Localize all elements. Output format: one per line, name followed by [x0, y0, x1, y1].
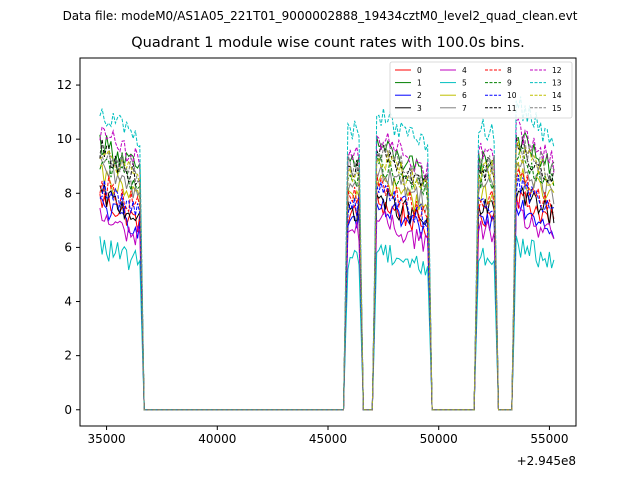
series-line-13	[100, 97, 554, 410]
series-line-10	[100, 175, 554, 410]
legend-label-13: 13	[552, 79, 562, 88]
x-tick-label: 40000	[198, 432, 236, 446]
y-tick-label: 2	[64, 349, 72, 363]
legend-label-14: 14	[552, 91, 562, 100]
legend-label-7: 7	[462, 104, 467, 113]
legend-label-15: 15	[552, 104, 562, 113]
y-tick-label: 8	[64, 186, 72, 200]
legend-label-12: 12	[552, 66, 562, 75]
legend-label-1: 1	[417, 79, 422, 88]
legend-label-2: 2	[417, 91, 422, 100]
legend-label-10: 10	[507, 91, 517, 100]
legend-label-5: 5	[462, 79, 467, 88]
legend-label-6: 6	[462, 91, 467, 100]
chart-canvas: 35000 40000 45000 50000 55000+2.945e80246810…	[0, 0, 640, 480]
y-tick-label: 4	[64, 295, 72, 309]
legend-label-0: 0	[417, 66, 422, 75]
x-tick-label: 55000	[530, 432, 568, 446]
series-line-3	[100, 184, 554, 410]
series-line-15	[100, 140, 554, 410]
series-line-6	[100, 162, 554, 410]
series-line-14	[100, 141, 554, 410]
y-tick-label: 6	[64, 240, 72, 254]
plot-area	[100, 97, 554, 410]
y-tick-label: 12	[57, 78, 72, 92]
legend-label-11: 11	[507, 104, 517, 113]
series-line-2	[100, 198, 554, 410]
x-tick-label: 45000	[309, 432, 347, 446]
legend-label-9: 9	[507, 79, 512, 88]
series-line-5	[100, 236, 554, 410]
x-tick-label: 35000	[87, 432, 125, 446]
x-tick-label: 50000	[420, 432, 458, 446]
legend-label-3: 3	[417, 104, 422, 113]
x-offset-label: +2.945e8	[517, 454, 576, 468]
legend-label-4: 4	[462, 66, 467, 75]
legend-label-8: 8	[507, 66, 512, 75]
series-line-11	[100, 135, 554, 410]
y-tick-label: 0	[64, 403, 72, 417]
y-tick-label: 10	[57, 132, 72, 146]
series-line-4	[100, 202, 554, 409]
